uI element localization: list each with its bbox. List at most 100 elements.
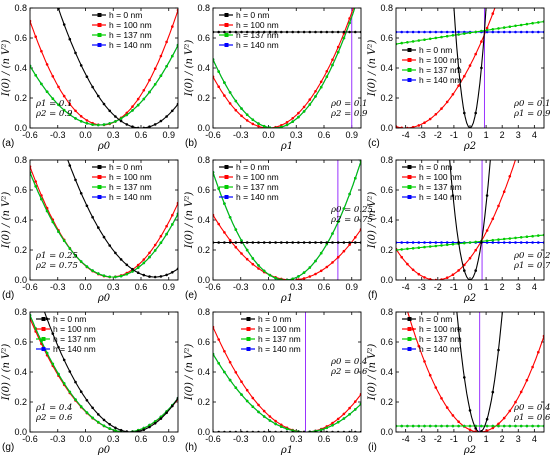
- data-point: [302, 30, 306, 34]
- x-tick-label: 0: [467, 434, 472, 444]
- data-point: [508, 30, 512, 34]
- data-point: [400, 248, 404, 251]
- data-point: [51, 75, 55, 78]
- panel-d: -0.6 -0.3 0.0 0.3 0.6 0.9 0.0 0.2 0.4 0.6 0.8 ρ0 I(0…: [1, 155, 179, 304]
- data-point: [251, 257, 255, 260]
- data-point: [68, 390, 72, 394]
- data-point: [417, 124, 421, 127]
- y-tick-label: 0.0: [14, 123, 27, 133]
- x-tick-label: -1: [450, 282, 458, 292]
- data-point: [136, 271, 140, 275]
- data-point: [314, 272, 317, 276]
- data-point: [411, 40, 415, 43]
- y-axis-label: I(0) / (n V²): [1, 192, 12, 250]
- panel-label: (f): [368, 290, 377, 301]
- data-point: [148, 90, 151, 94]
- data-point: [217, 187, 220, 190]
- data-point: [497, 30, 500, 34]
- data-point: [331, 421, 334, 425]
- data-point: [525, 235, 529, 238]
- data-point: [508, 175, 512, 178]
- data-point: [125, 272, 129, 276]
- data-point: [262, 269, 266, 273]
- y-tick-label: 0.8: [14, 307, 27, 317]
- data-point: [217, 241, 220, 244]
- data-point: [514, 400, 517, 404]
- data-point: [108, 244, 111, 247]
- data-point: [148, 78, 151, 82]
- data-point: [314, 259, 317, 263]
- data-point: [319, 30, 323, 34]
- data-point: [291, 120, 295, 123]
- data-point: [223, 231, 226, 234]
- legend-entry: h = 137 nm: [236, 30, 279, 40]
- data-point: [91, 269, 94, 272]
- data-point: [51, 362, 55, 366]
- x-tick-label: 0.6: [135, 282, 148, 292]
- x-axis-label: ρ0: [97, 445, 111, 456]
- data-point: [302, 271, 306, 274]
- data-point: [34, 180, 37, 183]
- data-point: [434, 244, 438, 248]
- legend-marker: [246, 337, 251, 341]
- y-tick-label: 0.4: [197, 367, 210, 377]
- data-point: [336, 50, 340, 54]
- data-point: [502, 26, 506, 29]
- data-point: [280, 125, 283, 128]
- legend-entry: h = 100 nm: [236, 20, 279, 30]
- panel-label: (e): [185, 290, 197, 301]
- y-tick-label: 0.4: [380, 63, 393, 73]
- data-point: [411, 125, 415, 128]
- data-point: [148, 251, 151, 255]
- data-point: [102, 102, 106, 106]
- y-tick-label: 0.2: [380, 93, 393, 103]
- legend-marker: [224, 185, 229, 189]
- data-point: [451, 194, 455, 197]
- legend-marker: [407, 78, 412, 82]
- legend-marker: [97, 165, 102, 169]
- legend: h = 0 nmh = 100 nmh = 137 nmh = 140 nm: [402, 45, 462, 85]
- data-point: [314, 241, 317, 244]
- data-point: [468, 241, 472, 244]
- data-point: [85, 399, 89, 402]
- data-point: [119, 119, 123, 123]
- data-point: [274, 422, 277, 426]
- legend-marker: [224, 195, 229, 199]
- x-tick-label: -4: [402, 282, 410, 292]
- x-axis-label: ρ2: [463, 141, 476, 152]
- data-point: [125, 111, 129, 115]
- legend-marker: [97, 23, 102, 27]
- data-point: [457, 269, 460, 272]
- legend-marker: [97, 13, 102, 17]
- data-point: [491, 390, 495, 394]
- data-point: [468, 256, 472, 260]
- data-point: [114, 251, 117, 255]
- legend: h = 0 nmh = 100 nmh = 137 nmh = 140 nm: [241, 314, 301, 354]
- data-point: [474, 52, 478, 56]
- legend-marker: [407, 165, 412, 169]
- data-point: [440, 424, 443, 428]
- data-point: [348, 241, 351, 244]
- data-point: [240, 239, 243, 242]
- data-point: [280, 241, 283, 244]
- data-point: [336, 220, 340, 223]
- data-point: [417, 246, 421, 249]
- x-tick-label: -2: [434, 434, 442, 444]
- data-point: [153, 67, 157, 70]
- data-point: [491, 238, 495, 242]
- y-tick-label: 0.8: [197, 307, 210, 317]
- data-point: [171, 404, 174, 408]
- data-point: [508, 424, 512, 428]
- data-point: [280, 425, 283, 429]
- data-point: [131, 125, 134, 128]
- data-point: [531, 365, 534, 369]
- x-tick-label: -4: [402, 130, 410, 140]
- data-point: [451, 242, 455, 246]
- data-point: [171, 223, 174, 226]
- data-point: [354, 408, 357, 411]
- data-point: [354, 176, 357, 180]
- annotation-text: ρ1 = 0.75: [513, 261, 550, 271]
- data-point: [417, 272, 421, 276]
- data-point: [40, 82, 43, 86]
- data-point: [428, 278, 432, 280]
